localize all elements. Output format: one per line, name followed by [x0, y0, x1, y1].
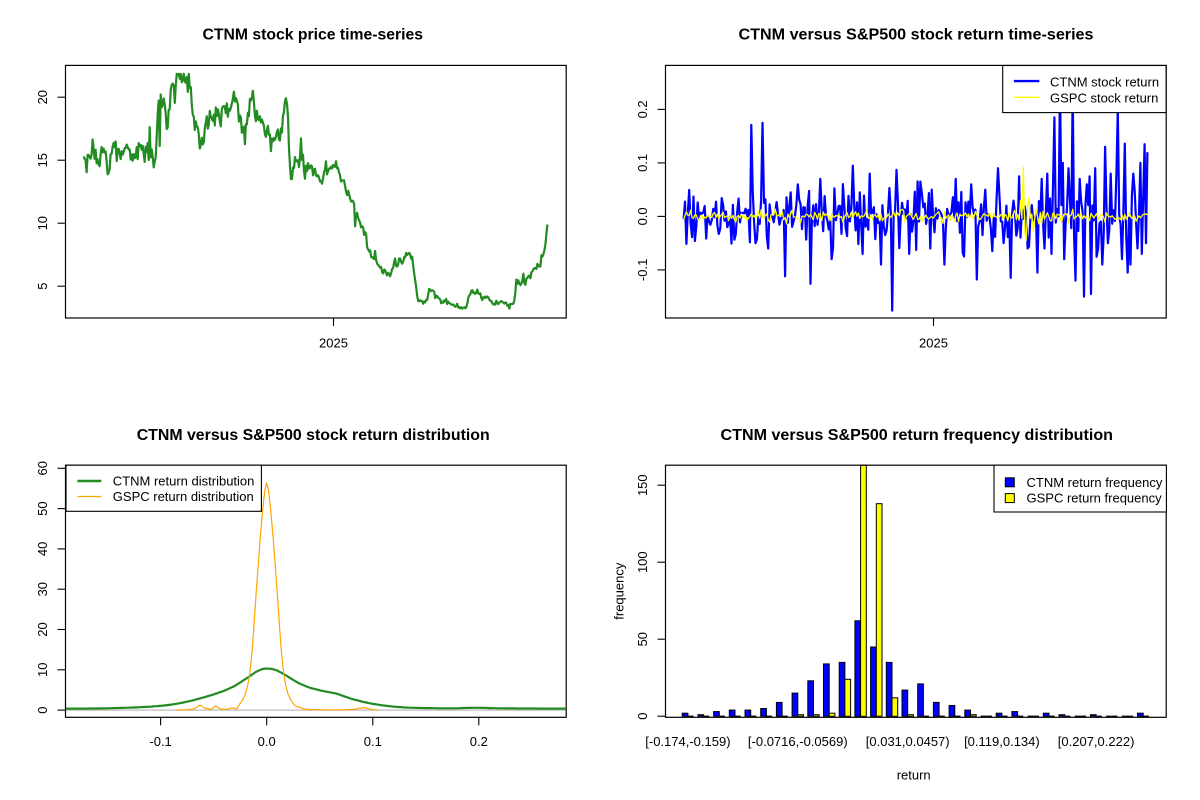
svg-text:frequency: frequency [612, 562, 627, 620]
svg-text:150: 150 [635, 474, 650, 496]
svg-text:CTNM versus S&P500 return freq: CTNM versus S&P500 return frequency dist… [721, 427, 1114, 444]
svg-text:2025: 2025 [319, 336, 348, 351]
svg-text:-0.1: -0.1 [635, 259, 650, 281]
svg-text:[-0.174,-0.159): [-0.174,-0.159) [645, 734, 730, 749]
svg-text:GSPC stock return: GSPC stock return [1050, 91, 1158, 106]
svg-text:40: 40 [35, 542, 50, 556]
svg-text:CTNM stock price time-series: CTNM stock price time-series [203, 27, 424, 44]
svg-text:return: return [897, 768, 931, 783]
svg-text:100: 100 [635, 551, 650, 573]
svg-text:0.1: 0.1 [364, 734, 382, 749]
svg-text:0.2: 0.2 [635, 100, 650, 118]
svg-text:50: 50 [35, 501, 50, 515]
svg-text:0: 0 [35, 706, 50, 713]
svg-text:10: 10 [35, 216, 50, 230]
svg-text:60: 60 [35, 461, 50, 475]
svg-text:15: 15 [35, 153, 50, 167]
svg-text:[0.119,0.134): [0.119,0.134) [964, 734, 1040, 749]
svg-text:-0.1: -0.1 [149, 734, 171, 749]
svg-text:[0.031,0.0457): [0.031,0.0457) [866, 734, 950, 749]
svg-text:0.0: 0.0 [635, 207, 650, 225]
svg-text:5: 5 [35, 283, 50, 290]
svg-text:CTNM versus S&P500 stock retur: CTNM versus S&P500 stock return time-ser… [739, 27, 1094, 44]
svg-text:[0.207,0.222): [0.207,0.222) [1058, 734, 1135, 749]
svg-text:2025: 2025 [919, 336, 948, 351]
svg-text:[-0.0716,-0.0569): [-0.0716,-0.0569) [748, 734, 848, 749]
svg-text:CTNM return distribution: CTNM return distribution [113, 474, 255, 489]
svg-text:0: 0 [635, 713, 650, 720]
svg-text:0.0: 0.0 [258, 734, 276, 749]
svg-text:0.1: 0.1 [635, 154, 650, 172]
svg-text:20: 20 [35, 90, 50, 104]
svg-text:30: 30 [35, 582, 50, 596]
svg-text:GSPC return frequency: GSPC return frequency [1027, 491, 1163, 506]
svg-text:20: 20 [35, 622, 50, 636]
svg-text:50: 50 [635, 632, 650, 646]
svg-text:CTNM return frequency: CTNM return frequency [1027, 475, 1163, 490]
svg-text:CTNM versus S&P500 stock retur: CTNM versus S&P500 stock return distribu… [137, 427, 490, 444]
svg-text:GSPC return distribution: GSPC return distribution [113, 489, 254, 504]
svg-text:CTNM stock return: CTNM stock return [1050, 74, 1159, 89]
svg-text:10: 10 [35, 663, 50, 677]
svg-text:0.2: 0.2 [470, 734, 488, 749]
